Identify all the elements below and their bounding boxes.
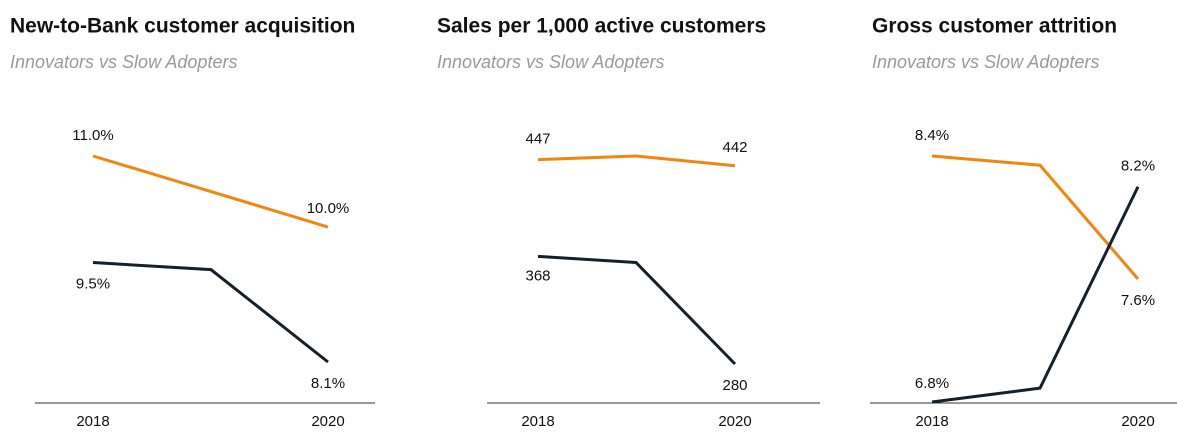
- data-label: 11.0%: [72, 127, 113, 144]
- data-label: 442: [722, 139, 747, 156]
- chart-title: New-to-Bank customer acquisition: [10, 15, 355, 38]
- data-label: 447: [525, 131, 550, 148]
- line-series: [92, 261, 329, 364]
- data-label: 8.4%: [915, 127, 949, 144]
- chart-subtitle: Innovators vs Slow Adopters: [437, 52, 664, 72]
- data-label: 10.0%: [307, 200, 350, 217]
- x-tick-label: 2018: [915, 413, 948, 430]
- data-label: 8.2%: [1121, 158, 1155, 175]
- data-label: 8.1%: [311, 375, 345, 392]
- line-series: [537, 154, 736, 168]
- chart-title: Gross customer attrition: [872, 15, 1117, 38]
- chart-title: Sales per 1,000 active customers: [437, 15, 766, 38]
- line-series: [931, 154, 1140, 280]
- data-label: 9.5%: [76, 276, 110, 293]
- x-tick-label: 2018: [76, 413, 109, 430]
- line-series: [537, 254, 737, 366]
- data-label: 368: [525, 267, 550, 284]
- chart-subtitle: Innovators vs Slow Adopters: [872, 52, 1099, 72]
- data-label: 7.6%: [1121, 292, 1155, 309]
- data-label: 6.8%: [915, 375, 949, 392]
- x-tick-label: 2020: [718, 413, 751, 430]
- line-series: [931, 186, 1140, 404]
- data-label: 280: [722, 377, 747, 394]
- x-tick-label: 2018: [521, 413, 554, 430]
- x-tick-label: 2020: [1121, 413, 1154, 430]
- x-tick-label: 2020: [311, 413, 344, 430]
- chart-subtitle: Innovators vs Slow Adopters: [10, 52, 237, 72]
- line-series: [92, 154, 329, 229]
